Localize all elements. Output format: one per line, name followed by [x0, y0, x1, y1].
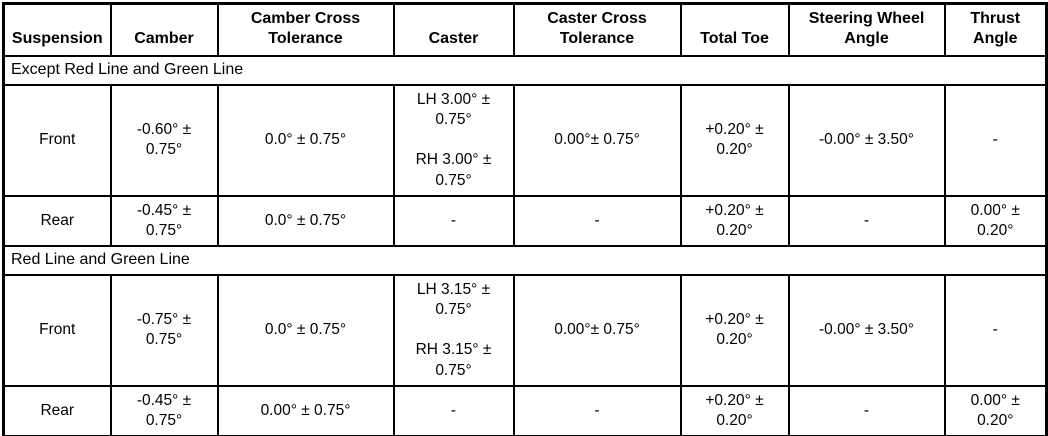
cell-caster: LH 3.00° ± 0.75° RH 3.00° ± 0.75° [392, 84, 515, 197]
cell-steering-wheel-angle: -0.00° ± 3.50° [787, 84, 946, 197]
cell-camber: -0.60° ± 0.75° [109, 84, 219, 197]
cell-suspension: Rear [2, 384, 112, 436]
cell-steering-wheel-angle: - [787, 194, 946, 248]
col-header-steering-wheel-angle: Steering Wheel Angle [787, 2, 946, 58]
table-row: Front -0.75° ± 0.75° 0.0° ± 0.75° LH 3.1… [2, 274, 1048, 387]
col-header-camber-cross-tolerance: Camber Cross Tolerance [216, 2, 395, 58]
cell-camber-cross-tolerance: 0.0° ± 0.75° [216, 194, 395, 248]
col-header-thrust-angle: Thrust Angle [943, 2, 1048, 58]
col-header-total-toe: Total Toe [679, 2, 790, 58]
header-row: Suspension Camber Camber Cross Tolerance… [2, 2, 1048, 58]
cell-thrust-angle: 0.00° ± 0.20° [943, 384, 1048, 436]
col-header-suspension: Suspension [2, 2, 112, 58]
cell-caster-cross-tolerance: - [512, 384, 682, 436]
cell-camber-cross-tolerance: 0.0° ± 0.75° [216, 274, 395, 387]
cell-suspension: Front [2, 84, 112, 197]
cell-caster-cross-tolerance: - [512, 194, 682, 248]
section-row: Red Line and Green Line [2, 245, 1048, 277]
cell-total-toe: +0.20° ± 0.20° [679, 84, 790, 197]
cell-steering-wheel-angle: -0.00° ± 3.50° [787, 274, 946, 387]
section-title: Red Line and Green Line [2, 245, 1048, 277]
cell-total-toe: +0.20° ± 0.20° [679, 274, 790, 387]
cell-thrust-angle: - [943, 84, 1048, 197]
cell-camber: -0.45° ± 0.75° [109, 194, 219, 248]
cell-caster-cross-tolerance: 0.00°± 0.75° [512, 274, 682, 387]
cell-camber-cross-tolerance: 0.0° ± 0.75° [216, 84, 395, 197]
col-header-camber: Camber [109, 2, 219, 58]
cell-camber-cross-tolerance: 0.00° ± 0.75° [216, 384, 395, 436]
cell-camber: -0.45° ± 0.75° [109, 384, 219, 436]
table-row: Rear -0.45° ± 0.75° 0.00° ± 0.75° - - +0… [2, 384, 1048, 436]
section-title: Except Red Line and Green Line [2, 55, 1048, 87]
cell-total-toe: +0.20° ± 0.20° [679, 194, 790, 248]
cell-caster-cross-tolerance: 0.00°± 0.75° [512, 84, 682, 197]
cell-camber: -0.75° ± 0.75° [109, 274, 219, 387]
cell-caster: - [392, 384, 515, 436]
table-row: Front -0.60° ± 0.75° 0.0° ± 0.75° LH 3.0… [2, 84, 1048, 197]
cell-total-toe: +0.20° ± 0.20° [679, 384, 790, 436]
col-header-caster: Caster [392, 2, 515, 58]
table-row: Rear -0.45° ± 0.75° 0.0° ± 0.75° - - +0.… [2, 194, 1048, 248]
cell-steering-wheel-angle: - [787, 384, 946, 436]
cell-thrust-angle: 0.00° ± 0.20° [943, 194, 1048, 248]
cell-caster: LH 3.15° ± 0.75° RH 3.15° ± 0.75° [392, 274, 515, 387]
section-row: Except Red Line and Green Line [2, 55, 1048, 87]
cell-caster: - [392, 194, 515, 248]
cell-thrust-angle: - [943, 274, 1048, 387]
cell-suspension: Rear [2, 194, 112, 248]
cell-suspension: Front [2, 274, 112, 387]
col-header-caster-cross-tolerance: Caster Cross Tolerance [512, 2, 682, 58]
